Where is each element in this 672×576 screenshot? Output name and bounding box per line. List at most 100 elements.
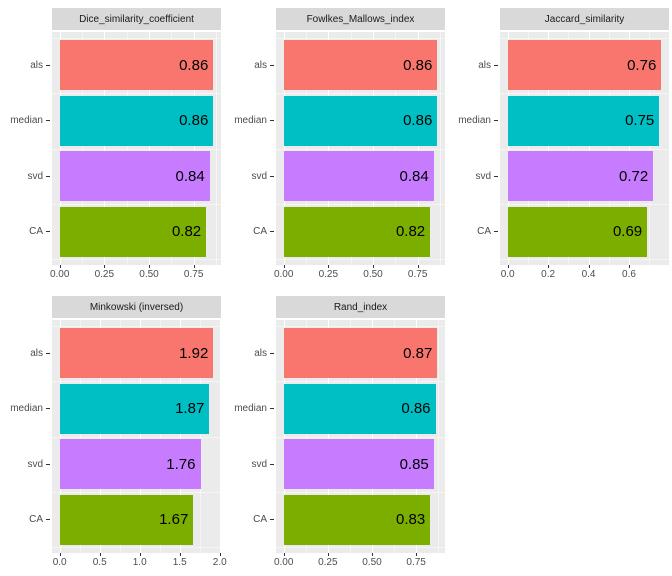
gridline-major-x xyxy=(139,320,141,553)
bar-CA: 0.83 xyxy=(283,494,431,545)
bar-median: 1.87 xyxy=(59,383,210,434)
x-tick-mark xyxy=(104,265,106,268)
gridline-minor-x xyxy=(215,32,217,265)
gridline-major-x xyxy=(371,320,373,553)
x-tick-label: 0.0 xyxy=(52,557,67,568)
x-axis: 0.0 0.5 1.0 1.5 2.0 xyxy=(0,553,227,573)
y-tick-mark xyxy=(270,231,274,233)
plot-body: als median svd CA 0.76 0.75 0.72 0.69 xyxy=(448,32,669,265)
chart-rand-index: Rand_index als median svd CA 0.87 0.86 0.85 0.83… xyxy=(224,288,448,576)
bar-svd: 0.72 xyxy=(507,151,654,202)
gridline-major-x xyxy=(99,320,101,553)
x-axis-spacer xyxy=(0,265,52,285)
y-axis-label-row: median xyxy=(448,96,500,146)
bar-svd: 0.84 xyxy=(283,151,434,202)
y-axis-label-row: median xyxy=(0,384,52,434)
gridline-minor-y xyxy=(52,203,221,205)
gridline-minor-x xyxy=(79,320,81,553)
x-tick-mark xyxy=(507,265,509,268)
gridline-major-x xyxy=(104,32,106,265)
y-axis-label: CA xyxy=(29,226,43,238)
y-axis-label: svd xyxy=(27,170,43,182)
bar-median: 0.75 xyxy=(507,95,660,146)
y-tick-mark xyxy=(46,352,50,354)
x-tick-label: 0.00 xyxy=(273,269,294,280)
chart-title: Fowlkes_Mallows_index xyxy=(306,13,415,25)
gridline-major-x xyxy=(507,32,509,265)
gridline-major-x xyxy=(327,320,329,553)
bar-value-label: 0.82 xyxy=(395,223,426,241)
y-tick-mark xyxy=(270,408,274,410)
gridline-major-x xyxy=(373,32,374,265)
x-tick-mark xyxy=(193,265,195,268)
gridline-minor-x xyxy=(159,320,161,553)
gridline-major-x xyxy=(149,32,150,265)
y-axis-label-row: median xyxy=(224,384,276,434)
gridline-minor-y xyxy=(500,37,669,39)
gridline-major-x xyxy=(179,320,181,553)
gridline-minor-y xyxy=(52,259,221,261)
y-axis-label: als xyxy=(30,59,43,71)
y-tick-mark xyxy=(270,120,274,122)
bars: 0.87 0.86 0.85 0.83 xyxy=(276,320,445,553)
x-tick-label: 1.5 xyxy=(172,557,187,568)
facet-strip-title: Fowlkes_Mallows_index xyxy=(276,8,445,30)
x-tick-label: 0.00 xyxy=(273,557,294,568)
chart-minkowski-inversed: Minkowski (inversed) als median svd CA 1.92 1.… xyxy=(0,288,227,576)
bar-als: 0.76 xyxy=(507,40,662,90)
x-tick-label: 0.4 xyxy=(581,269,596,280)
gridline-minor-x xyxy=(568,32,570,265)
y-axis-label: als xyxy=(254,347,267,359)
x-tick-mark xyxy=(548,265,550,268)
y-axis-label: median xyxy=(10,403,43,415)
y-tick-mark xyxy=(46,519,50,521)
gridline-minor-x xyxy=(608,32,610,265)
gridline-minor-y xyxy=(52,148,221,150)
chart-title: Minkowski (inversed) xyxy=(89,301,184,313)
gridline-minor-x xyxy=(394,320,396,553)
bar-value-label: 1.87 xyxy=(175,400,205,418)
y-axis-label-row: CA xyxy=(0,207,52,257)
x-tick-label: 0.75 xyxy=(407,269,428,280)
y-tick-mark xyxy=(270,519,274,521)
bar-svd: 1.76 xyxy=(59,439,201,490)
y-axis: als median svd CA xyxy=(224,32,276,265)
x-tick-label: 0.2 xyxy=(541,269,556,280)
x-tick-mark xyxy=(179,553,181,556)
gridline-minor-y xyxy=(276,325,445,327)
gridline-minor-y xyxy=(52,436,221,438)
y-axis-label: median xyxy=(10,115,43,127)
bar-value-label: 1.67 xyxy=(159,511,189,529)
gridline-major-x xyxy=(283,320,285,553)
gridline-minor-x xyxy=(171,32,173,265)
bar-value-label: 0.82 xyxy=(171,223,202,241)
chart-title: Rand_index xyxy=(333,301,388,313)
bar-value-label: 0.86 xyxy=(179,112,209,130)
gridline-minor-x xyxy=(649,32,651,265)
gridline-minor-y xyxy=(276,547,445,549)
y-tick-mark xyxy=(270,64,274,66)
x-tick-mark xyxy=(59,553,61,556)
gridline-minor-x xyxy=(350,32,352,265)
x-tick-mark xyxy=(328,265,330,268)
gridline-minor-x xyxy=(438,320,440,553)
y-axis-label: median xyxy=(234,403,267,415)
gridline-minor-y xyxy=(52,547,221,549)
gridline-major-x xyxy=(328,32,330,265)
gridline-minor-y xyxy=(52,381,221,383)
gridline-minor-x xyxy=(126,32,128,265)
x-axis-spacer xyxy=(224,265,276,285)
y-axis: als median svd CA xyxy=(0,32,52,265)
bar-value-label: 0.86 xyxy=(403,112,433,130)
y-axis-label-row: median xyxy=(224,96,276,146)
x-tick-label: 0.00 xyxy=(49,269,70,280)
y-axis-label: CA xyxy=(477,226,491,238)
bar-value-label: 0.76 xyxy=(627,56,657,74)
y-axis-label-row: CA xyxy=(224,207,276,257)
y-tick-mark xyxy=(270,175,274,177)
bar-als: 0.86 xyxy=(59,40,214,90)
y-tick-mark xyxy=(46,175,50,177)
bar-value-label: 0.87 xyxy=(403,344,433,362)
chart-dice-similarity-coefficient: Dice_similarity_coefficient als median svd C… xyxy=(0,0,224,288)
x-tick-mark xyxy=(283,265,285,268)
